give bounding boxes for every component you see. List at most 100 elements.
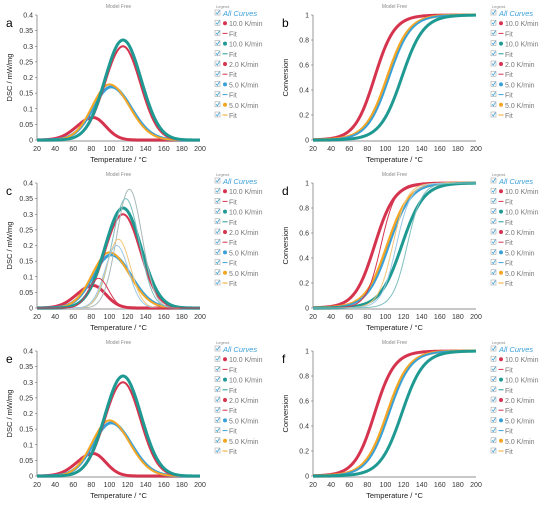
x-tick-label: 40: [327, 314, 335, 321]
legend-item-label: Fit: [229, 31, 237, 38]
legend-item-label: 10.0 K/min: [229, 189, 263, 196]
y-tick-label: 0.2: [23, 411, 33, 418]
legend-title: Legend: [216, 340, 229, 345]
check-icon: [491, 249, 496, 255]
check-icon: [215, 20, 220, 25]
legend-title: Legend: [216, 172, 229, 177]
x-tick-label: 100: [380, 146, 392, 153]
y-axis-label: DSC / mW/mg: [5, 222, 14, 270]
check-icon: [215, 91, 220, 97]
check-icon: [215, 407, 220, 412]
legend-item-label: 5.0 K/min: [229, 271, 259, 278]
check-icon: [491, 356, 496, 361]
legend-item-label: Fit: [505, 261, 513, 268]
series-line: [312, 14, 477, 141]
y-tick-label: 0.3: [23, 44, 33, 51]
legend-item-label: All Curves: [222, 345, 257, 354]
x-tick-label: 80: [87, 482, 95, 489]
x-axis-label: Temperature / °C: [366, 155, 423, 164]
legend-checkbox: [490, 269, 497, 276]
x-axis-band: [313, 140, 476, 142]
legend-item-label: Fit: [229, 72, 237, 79]
legend-marker: [499, 418, 503, 423]
check-icon: [215, 30, 220, 36]
x-tick-label: 180: [452, 482, 464, 489]
series-line: [36, 284, 201, 310]
series-line: [37, 277, 200, 309]
legend-checkbox: [490, 187, 497, 194]
legend-checkbox: [490, 50, 497, 57]
legend-checkbox: [490, 9, 497, 16]
x-tick-label: 160: [434, 314, 446, 321]
legend-checkbox: [214, 376, 221, 382]
x-tick-label: 40: [51, 314, 59, 321]
y-tick-label: 0: [29, 474, 33, 481]
legend-checkbox: [490, 208, 497, 214]
legend-item-label: Fit: [229, 281, 237, 288]
legend-checkbox: [214, 60, 221, 67]
x-tick-label: 140: [140, 146, 152, 153]
x-tick-label: 120: [398, 482, 410, 489]
x-tick-label: 140: [416, 482, 428, 489]
x-tick-label: 20: [33, 314, 41, 321]
x-tick-label: 100: [104, 314, 116, 321]
legend-checkbox: [214, 417, 221, 423]
legend-item-label: Fit: [505, 72, 513, 79]
legend-item-label: 2.0 K/min: [229, 62, 259, 69]
x-tick-label: 20: [33, 482, 41, 489]
series-line: [36, 45, 201, 141]
check-icon: [491, 438, 496, 443]
legend-item-label: 10.0 K/min: [229, 21, 263, 28]
series-line: [312, 13, 477, 142]
legend-item-label: 5.0 K/min: [229, 82, 259, 89]
legend-checkbox: [490, 249, 497, 255]
chart-title: Model Free: [382, 172, 408, 178]
legend-checkbox: [214, 30, 221, 36]
legend-item-label: 5.0 K/min: [229, 103, 259, 110]
legend-checkbox: [214, 91, 221, 97]
panel-label: c: [6, 184, 12, 198]
legend-item-label: Fit: [505, 199, 513, 206]
x-tick-label: 60: [345, 146, 353, 153]
legend-checkbox: [214, 187, 221, 194]
x-axis-label: Temperature / °C: [90, 491, 147, 500]
legend-checkbox: [490, 228, 497, 235]
legend-item-label: Fit: [229, 220, 237, 227]
y-tick-label: 0.6: [299, 231, 309, 238]
check-icon: [215, 219, 220, 224]
y-tick-label: 0.15: [19, 427, 33, 434]
legend-checkbox: [490, 345, 497, 352]
legend-checkbox: [214, 345, 221, 352]
check-icon: [491, 51, 496, 56]
legend-item-label: 5.0 K/min: [505, 439, 535, 446]
check-icon: [491, 280, 496, 285]
legend-checkbox: [214, 19, 221, 26]
legend-checkbox: [214, 208, 221, 214]
legend-checkbox: [214, 40, 221, 46]
x-tick-label: 60: [69, 482, 77, 489]
series-line: [37, 245, 200, 309]
check-icon: [215, 438, 220, 443]
x-tick-label: 180: [452, 146, 464, 153]
x-tick-label: 100: [380, 314, 392, 321]
panel-label: f: [282, 352, 286, 366]
check-icon: [215, 366, 220, 372]
legend-marker: [499, 398, 503, 402]
check-icon: [215, 346, 220, 351]
check-icon: [491, 239, 496, 244]
legend-marker: [223, 438, 227, 443]
y-tick-label: 0.05: [19, 290, 33, 297]
x-axis-band: [313, 308, 476, 310]
legend-checkbox: [214, 101, 221, 108]
x-tick-label: 120: [398, 314, 410, 321]
x-tick-label: 60: [69, 314, 77, 321]
legend-item-label: 10.0 K/min: [505, 42, 539, 49]
y-tick-label: 0.25: [19, 395, 33, 402]
x-axis-band: [37, 140, 200, 142]
y-tick-label: 0.8: [299, 38, 309, 45]
legend-marker: [499, 250, 503, 255]
series-line: [36, 421, 201, 478]
check-icon: [215, 198, 220, 204]
